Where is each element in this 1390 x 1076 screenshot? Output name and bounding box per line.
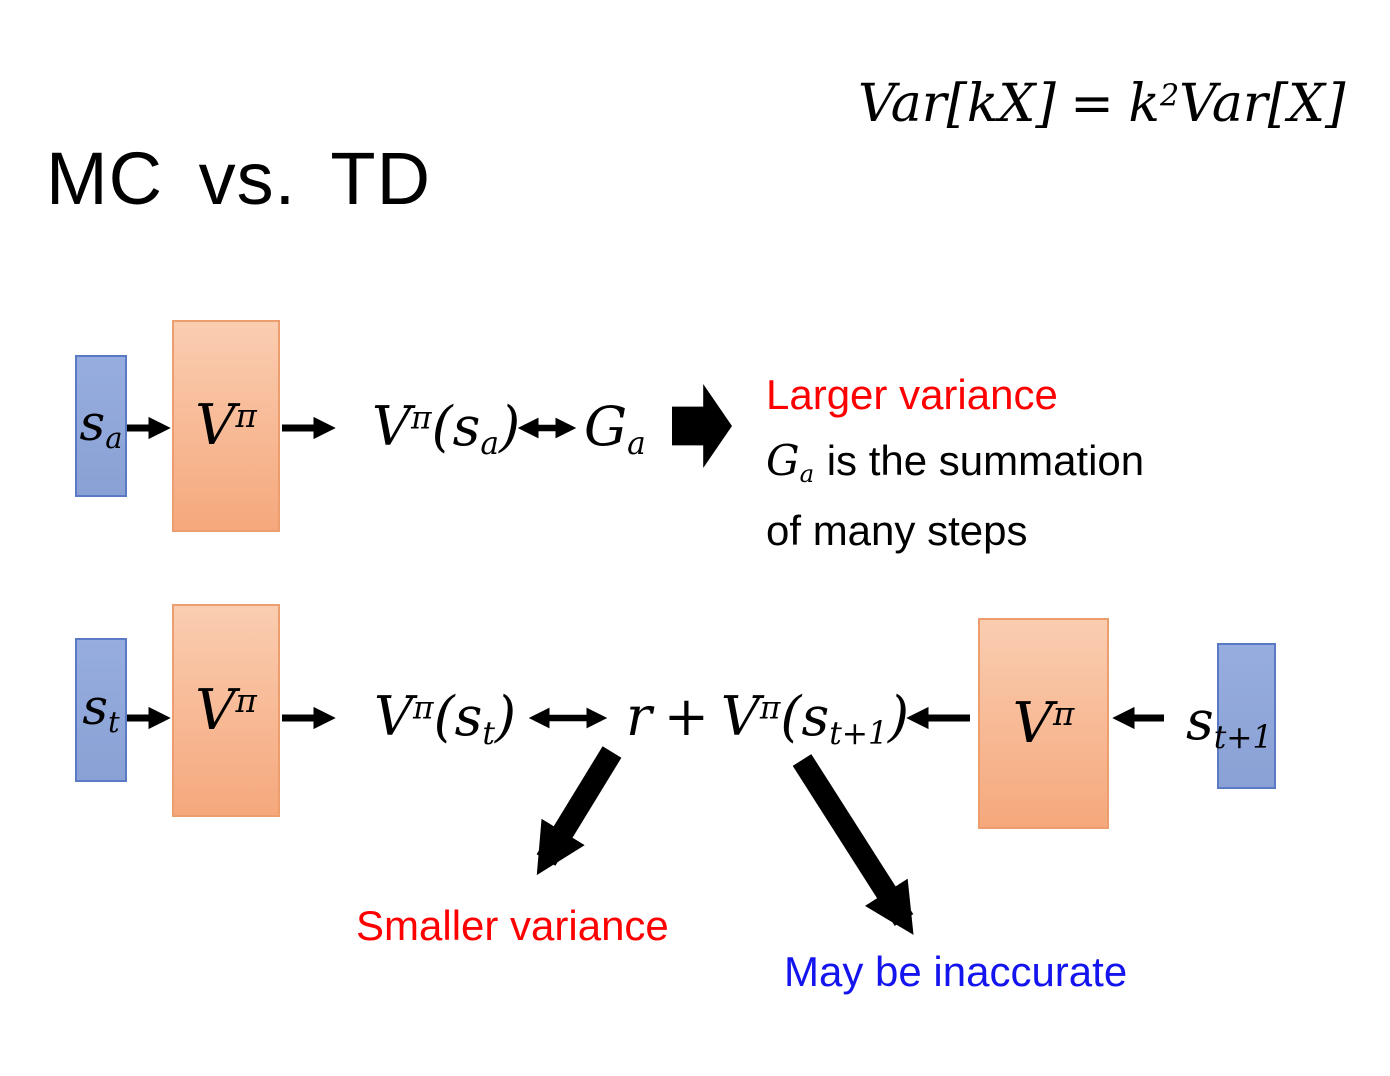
mc-network-box: Vπ	[172, 320, 280, 532]
mc-note-larger-variance: Larger variance	[766, 371, 1058, 418]
thick-arrow-down-left-icon	[536, 746, 622, 876]
arrow-right-icon	[282, 416, 336, 440]
td-state-box: st	[75, 638, 127, 782]
mc-estimate-expression: Vπ(sa)	[372, 395, 521, 462]
td-network-label: Vπ	[195, 677, 257, 743]
formula-k-exponent: 2	[1159, 78, 1180, 114]
formula-lhs: Var[kX]	[858, 74, 1056, 134]
double-arrow-icon	[528, 707, 608, 729]
thick-arrow-down-right-icon	[792, 754, 914, 935]
arrow-right-icon	[282, 706, 336, 730]
td-network2-box: Vπ	[978, 618, 1109, 829]
td-note-may-be-inaccurate: May be inaccurate	[784, 948, 1128, 995]
td-state-label: st	[82, 678, 120, 740]
mc-network-label: Vπ	[195, 393, 257, 458]
ga-math-symbol: Ga	[766, 436, 815, 488]
mc-target-expression: Ga	[584, 395, 646, 462]
arrow-right-icon	[127, 416, 171, 440]
double-arrow-icon	[517, 417, 577, 439]
page-title: MC vs. TD	[46, 137, 432, 220]
mc-note-summation: Ga is the summation of many steps	[766, 432, 1144, 559]
td-target-expression: r + Vπ(st+1)	[626, 685, 910, 752]
arrow-left-icon	[906, 706, 970, 730]
mc-state-label: sa	[79, 394, 123, 456]
td-estimate-expression: Vπ(st)	[374, 685, 517, 752]
td-network-box: Vπ	[172, 604, 280, 817]
td-state2-box	[1217, 643, 1276, 789]
formula-equals: =	[1070, 74, 1114, 134]
mc-note-summation-line1: Ga is the summation	[766, 436, 1145, 488]
formula-rhs: Var[X]	[1179, 74, 1346, 134]
td-note-smaller-variance: Smaller variance	[356, 902, 669, 949]
arrow-right-icon	[127, 706, 171, 730]
arrow-left-icon	[1112, 706, 1164, 730]
variance-formula: Var[kX] = k2Var[X]	[858, 78, 1345, 130]
block-arrow-right-icon	[672, 384, 732, 468]
td-network2-label: Vπ	[1012, 690, 1075, 756]
formula-k: k	[1128, 74, 1160, 134]
td-state2-label: st+1	[1186, 689, 1273, 756]
mc-note-summation-line2: of many steps	[766, 506, 1028, 554]
mc-state-box: sa	[75, 355, 127, 497]
